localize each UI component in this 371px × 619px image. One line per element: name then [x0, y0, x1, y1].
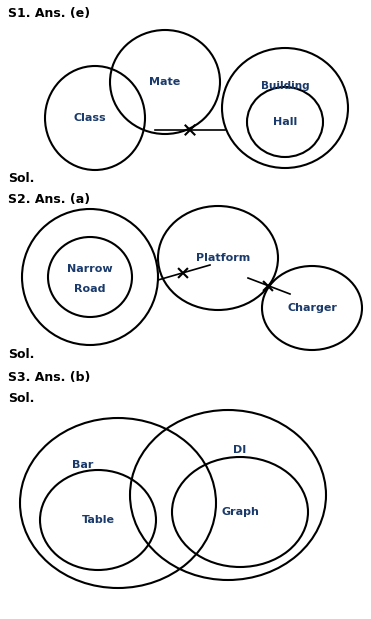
Text: S3. Ans. (b): S3. Ans. (b) [8, 371, 91, 384]
Text: Class: Class [74, 113, 106, 123]
Text: Sol.: Sol. [8, 348, 35, 361]
Text: S1. Ans. (e): S1. Ans. (e) [8, 7, 90, 20]
Text: Road: Road [74, 284, 106, 294]
Text: Sol.: Sol. [8, 171, 35, 184]
Text: Graph: Graph [221, 507, 259, 517]
Text: Building: Building [261, 81, 309, 91]
Text: S2. Ans. (a): S2. Ans. (a) [8, 194, 90, 207]
Text: Charger: Charger [287, 303, 337, 313]
Text: DI: DI [233, 445, 247, 455]
Text: Hall: Hall [273, 117, 297, 127]
Text: Table: Table [82, 515, 115, 525]
Text: Sol.: Sol. [8, 391, 35, 404]
Text: Narrow: Narrow [67, 264, 113, 274]
Text: Bar: Bar [72, 460, 94, 470]
Text: Platform: Platform [196, 253, 250, 263]
Text: Mate: Mate [150, 77, 181, 87]
